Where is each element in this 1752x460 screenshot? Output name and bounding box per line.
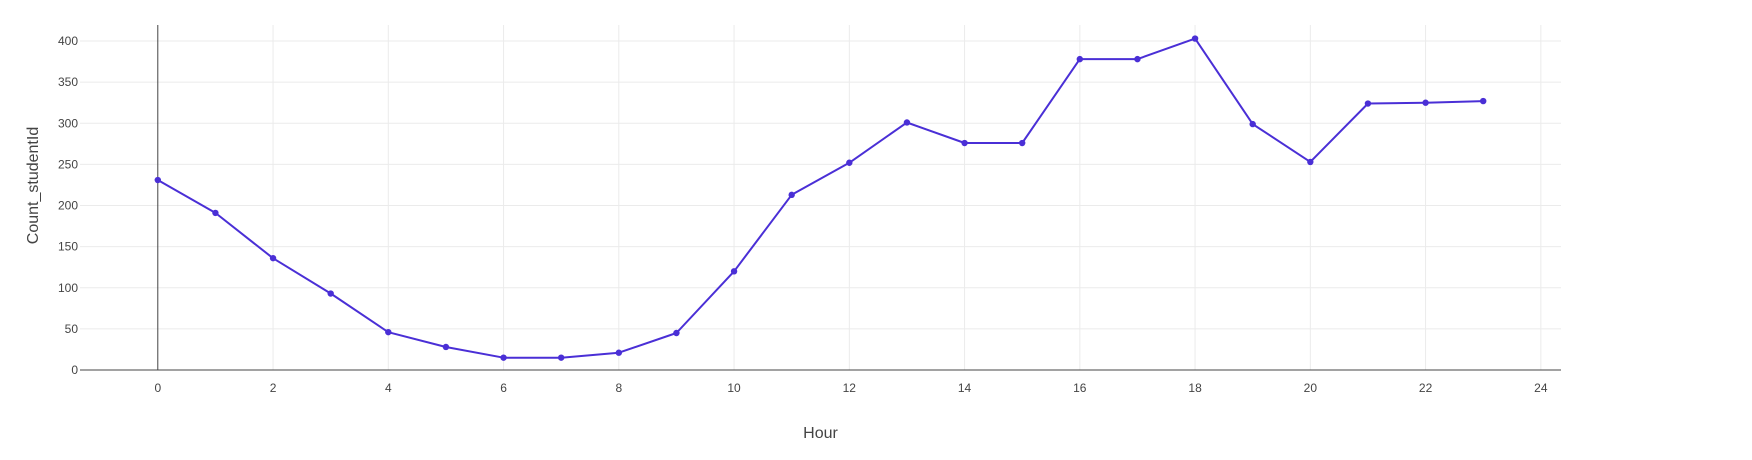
grid-layer	[80, 25, 1561, 370]
data-point	[154, 176, 161, 184]
x-tick-label: 4	[385, 381, 392, 395]
data-point	[730, 268, 738, 275]
y-tick-label: 150	[58, 240, 78, 254]
y-tick-label: 100	[58, 281, 78, 295]
data-point	[1191, 35, 1199, 42]
x-axis-title: Hour	[803, 425, 838, 442]
x-tick-label: 10	[727, 381, 741, 395]
y-tick-label: 50	[65, 322, 79, 336]
x-tick-label: 0	[154, 381, 161, 395]
y-tick-label: 0	[71, 363, 78, 377]
data-point	[557, 354, 565, 361]
data-point	[673, 329, 680, 337]
y-tick-label: 400	[58, 34, 78, 48]
data-point	[846, 159, 853, 166]
data-point	[903, 119, 911, 126]
y-tick-label: 200	[58, 199, 78, 213]
y-axis-title: Count_studentId	[25, 127, 42, 244]
data-point	[1076, 55, 1084, 63]
data-point	[1307, 158, 1314, 166]
series-layer	[154, 35, 1487, 361]
axis-layer	[80, 25, 1561, 371]
x-tick-label: 20	[1304, 381, 1318, 395]
data-point	[1018, 139, 1026, 147]
data-point	[269, 254, 277, 262]
data-point	[1134, 55, 1141, 63]
data-point	[615, 349, 623, 356]
data-point	[1422, 99, 1429, 106]
y-tick-label: 300	[58, 116, 78, 130]
x-tick-label: 18	[1188, 381, 1202, 395]
x-tick-label: 8	[615, 381, 622, 395]
data-point	[385, 328, 392, 336]
data-point	[327, 290, 334, 297]
data-point	[961, 139, 968, 147]
y-tick-label: 350	[58, 75, 78, 89]
data-point	[500, 354, 507, 361]
x-tick-label: 22	[1419, 381, 1433, 395]
y-tick-label: 250	[58, 157, 78, 171]
x-tick-label: 6	[500, 381, 507, 395]
x-tick-label: 24	[1534, 381, 1548, 395]
series-line	[157, 37, 1484, 359]
tick-label-layer: 0 2 4 6 8 10 12 14 16 18 20 22 240501001502002503003…	[58, 34, 1548, 395]
data-point	[1480, 97, 1487, 105]
data-point	[1364, 100, 1372, 107]
x-tick-label: 16	[1073, 381, 1087, 395]
data-point	[212, 209, 219, 217]
data-point	[1249, 120, 1256, 128]
data-point	[442, 343, 450, 351]
data-point	[788, 191, 795, 199]
x-tick-label: 14	[958, 381, 972, 395]
x-tick-label: 2	[270, 381, 277, 395]
x-tick-label: 12	[843, 381, 857, 395]
